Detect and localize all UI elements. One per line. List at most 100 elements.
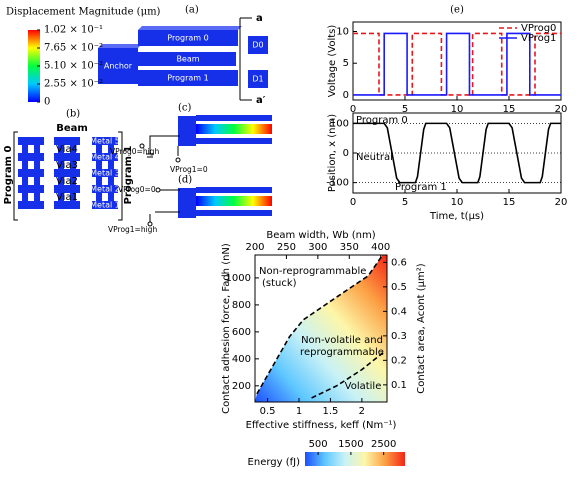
d0-label: D0 — [252, 41, 263, 50]
anchor-block — [178, 188, 196, 218]
y-axis-label: Position, x (nm) — [327, 114, 338, 192]
via — [108, 145, 114, 153]
colorbar — [305, 452, 405, 466]
beam-label: Beam — [56, 123, 88, 134]
x-tick-label: 10 — [451, 104, 464, 115]
via — [96, 177, 102, 185]
program0-electrode — [138, 30, 238, 46]
y-tick-label: 200 — [232, 381, 251, 392]
panel-label: (b) — [66, 109, 80, 120]
panel-a: Displacement Magnitude (μm) (a) Anchor P… — [6, 5, 268, 106]
y2-tick-label: 0.5 — [391, 282, 407, 293]
metal-label: Metal 4 — [90, 153, 120, 162]
program0-top — [138, 26, 242, 30]
x-tick-label: 20 — [555, 104, 568, 115]
via — [96, 161, 102, 169]
via-label: Via3 — [56, 160, 78, 171]
d1-block — [248, 70, 268, 88]
series-line — [353, 32, 561, 96]
metal-label: Metal 1 — [90, 201, 120, 210]
metal-layer — [18, 201, 44, 209]
y-tick-label: 800 — [232, 300, 251, 311]
colorbar-tick-label: 0 — [44, 97, 50, 108]
via — [34, 193, 40, 201]
metal-layer — [92, 201, 118, 209]
panel-b: (b) Beam Program 0 Program 1 Metal 5Meta… — [3, 109, 134, 221]
metal-layer — [54, 153, 80, 161]
anchor-block — [98, 48, 138, 84]
via — [34, 145, 40, 153]
via — [108, 161, 114, 169]
y-tick-label: 1000 — [226, 273, 251, 284]
y-tick-label: 600 — [232, 327, 251, 338]
x-tick-label: 5 — [402, 104, 408, 115]
colorbar-tick-label: 500 — [309, 439, 328, 450]
via — [34, 177, 40, 185]
wire — [146, 135, 180, 158]
cut-label: a′ — [256, 95, 266, 106]
x-tick-label: 0 — [350, 104, 356, 115]
via — [70, 177, 76, 185]
panel-label: (d) — [178, 175, 192, 186]
panel-label: (a) — [185, 5, 199, 16]
metal-layer — [92, 137, 118, 145]
beam-label: Beam — [176, 55, 199, 64]
plot-frame — [352, 21, 562, 101]
y-tick-label: 10 — [336, 27, 349, 38]
voltage-label: VProg0=high — [110, 147, 159, 156]
x-tick-label: 10 — [451, 197, 464, 208]
y-tick-label: 100 — [330, 118, 349, 129]
plot-frame — [254, 254, 388, 403]
x2-tick-label: 350 — [340, 242, 359, 253]
colorbar-tick-label: 5.10 × 10⁻² — [44, 61, 103, 72]
annotation: Neutral — [356, 152, 393, 163]
via — [70, 193, 76, 201]
colorbar-tick-label: 2500 — [371, 439, 396, 450]
d1-label: D1 — [252, 75, 263, 84]
colorbar-tick-label: 7.65 × 10⁻² — [44, 43, 103, 54]
via — [58, 161, 64, 169]
x-tick-label: 1 — [296, 406, 302, 417]
program0-electrode — [196, 187, 272, 193]
x2-axis-label: Beam width, Wb (nm) — [266, 230, 375, 241]
metal-layer — [54, 169, 80, 177]
via — [22, 177, 28, 185]
x-axis-label: Time, t(μs) — [429, 211, 484, 222]
x-tick-label: 5 — [402, 197, 408, 208]
y-axis-label: Contact adhesion force, Fadh (nN) — [221, 243, 232, 414]
x2-tick-label: 200 — [245, 242, 264, 253]
anchor-label: Anchor — [104, 62, 133, 71]
metal-label: Metal 5 — [90, 137, 120, 146]
colorbar-label: Energy (fJ) — [248, 457, 301, 468]
metal-layer — [54, 137, 80, 145]
via — [34, 161, 40, 169]
colorbar-tick-label: 1.02 × 10⁻¹ — [44, 25, 103, 36]
beam — [138, 52, 236, 66]
metal-layer — [92, 185, 118, 193]
via — [22, 161, 28, 169]
program1-electrode — [196, 210, 272, 216]
x-tick-label: 2 — [359, 406, 365, 417]
metal-layer — [18, 169, 44, 177]
terminal — [147, 221, 153, 227]
program1-label: Program 1 — [167, 74, 208, 83]
annotation: (stuck) — [262, 278, 297, 289]
metal-label: Metal 2 — [90, 185, 120, 194]
beam — [196, 124, 272, 134]
annotation: Program 1 — [395, 182, 447, 193]
cut-label: a — [256, 13, 263, 24]
annotation: Volatile — [345, 381, 382, 392]
plot-frame — [352, 112, 562, 194]
program1-electrode — [196, 138, 272, 144]
via — [70, 145, 76, 153]
voltage-label: VProg1=0 — [170, 165, 208, 174]
program0-label: Program 0 — [167, 34, 208, 43]
colorbar-tick-label: 2.55 × 10⁻² — [44, 79, 103, 90]
metal-layer — [54, 201, 80, 209]
panel-label: (c) — [178, 103, 192, 114]
x2-tick-label: 250 — [277, 242, 296, 253]
legend-label: VProg1 — [521, 33, 556, 44]
via — [108, 193, 114, 201]
